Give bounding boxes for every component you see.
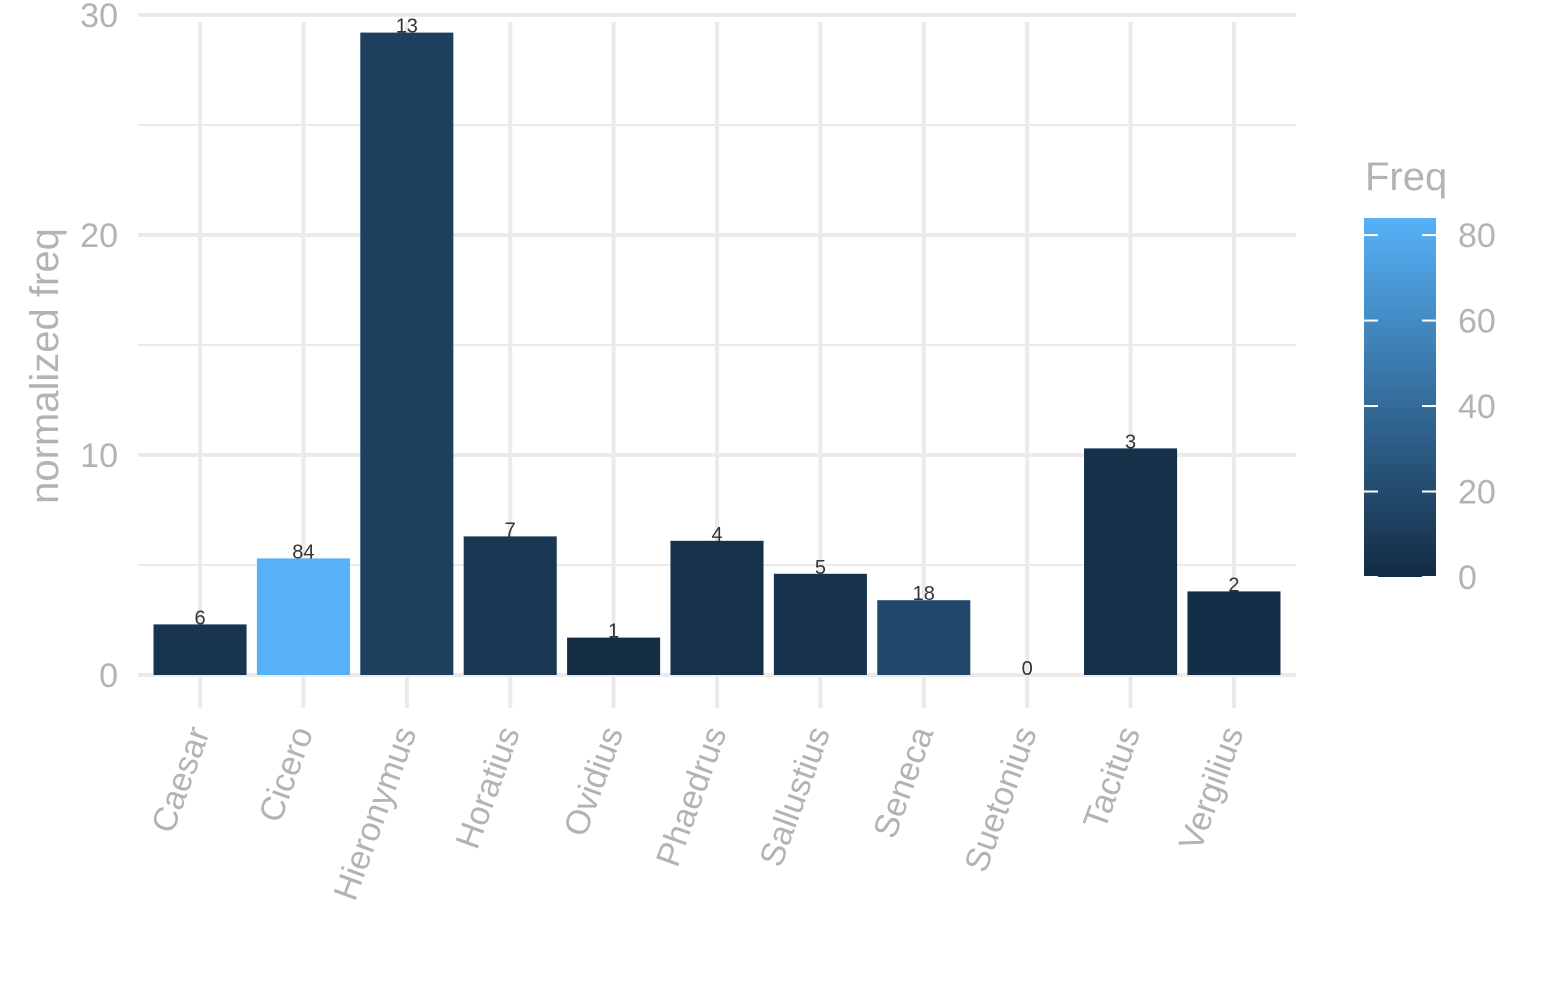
- y-tick-label: 30: [80, 0, 118, 35]
- x-tick-label: Phaedrus: [649, 722, 734, 872]
- color-legend: Freq 0 20 40 60 80: [1364, 155, 1496, 597]
- bar-vergilius: [1187, 591, 1281, 675]
- legend-tick-label: 20: [1458, 474, 1496, 512]
- bar-label-cicero: 84: [292, 541, 314, 563]
- bar-label-caesar: 6: [194, 607, 205, 629]
- legend-tick-label: 80: [1458, 217, 1496, 255]
- legend-tick-label: 0: [1458, 559, 1477, 597]
- bar-label-suetonius: 0: [1022, 658, 1033, 680]
- x-tick-label: Vergilius: [1172, 722, 1252, 856]
- bar-label-seneca: 18: [913, 583, 935, 605]
- x-tick-label: Cicero: [252, 722, 321, 827]
- y-axis-title: normalized freq: [23, 228, 67, 504]
- legend-tick-label: 60: [1458, 303, 1496, 341]
- x-tick-label: Hieronymus: [327, 722, 425, 905]
- bar-phaedrus: [670, 540, 764, 675]
- bar-cicero: [256, 558, 350, 675]
- bars: [153, 32, 1281, 676]
- bar-label-ovidius: 1: [608, 621, 619, 643]
- bar-hieronymus: [360, 32, 454, 676]
- x-tick-label: Suetonius: [957, 722, 1044, 877]
- x-tick-label: Horatius: [449, 722, 528, 854]
- bar-label-phaedrus: 4: [711, 524, 722, 546]
- bar-label-sallustius: 5: [815, 557, 826, 579]
- x-tick-label: Tacitus: [1076, 722, 1148, 834]
- x-tick-label: Ovidius: [557, 722, 631, 842]
- y-tick-label: 20: [80, 217, 118, 255]
- bar-labels: 6 84 13 7 1 4 5 18 0 3 2: [194, 16, 1239, 680]
- bar-sallustius: [773, 573, 867, 675]
- y-axis-ticks: 0 10 20 30: [80, 0, 118, 695]
- bar-seneca: [877, 600, 971, 675]
- x-tick-label: Caesar: [144, 722, 217, 838]
- x-tick-label: Seneca: [866, 722, 941, 843]
- legend-title: Freq: [1365, 155, 1447, 199]
- bar-ovidius: [567, 637, 661, 675]
- legend-colorbar: [1364, 218, 1436, 577]
- bar-caesar: [153, 624, 247, 675]
- bar-label-vergilius: 2: [1228, 574, 1239, 596]
- bar-label-hieronymus: 13: [396, 16, 418, 38]
- bar-label-horatius: 7: [505, 519, 516, 541]
- x-tick-label: Sallustius: [752, 722, 837, 872]
- legend-ticks: 0 20 40 60 80: [1364, 217, 1496, 597]
- bar-tacitus: [1084, 448, 1178, 675]
- legend-tick-label: 40: [1458, 388, 1496, 426]
- bar-label-tacitus: 3: [1125, 431, 1136, 453]
- bar-horatius: [463, 536, 557, 675]
- x-axis-ticks: Caesar Cicero Hieronymus Horatius Ovidius Pha…: [144, 722, 1251, 906]
- y-tick-label: 0: [99, 657, 118, 695]
- y-tick-label: 10: [80, 437, 118, 475]
